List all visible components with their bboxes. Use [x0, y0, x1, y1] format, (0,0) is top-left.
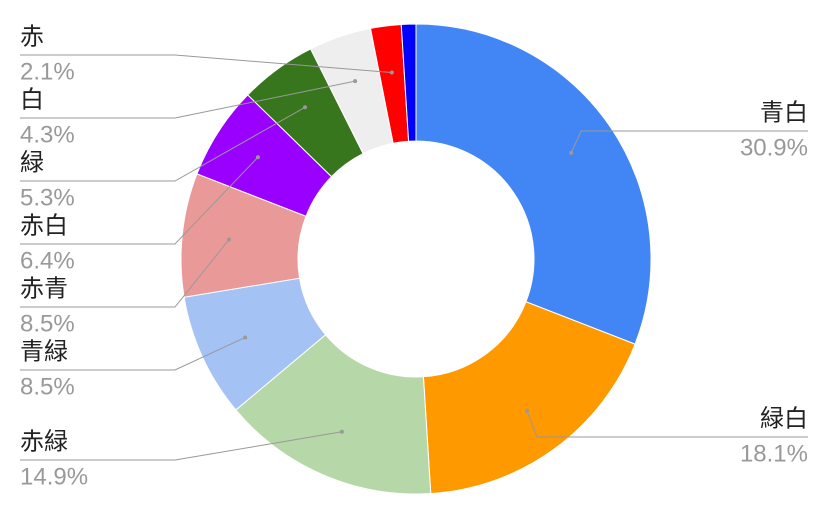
leader-line	[20, 431, 342, 461]
leader-line	[20, 80, 356, 119]
leader-dot	[389, 70, 394, 75]
leader-dot	[303, 105, 308, 110]
slice-value-label: 5.3%	[20, 184, 75, 211]
slice-value-label: 14.9%	[20, 463, 88, 490]
leader-line	[526, 410, 808, 438]
slice-label: 青白	[760, 99, 808, 126]
slice-label: 青緑	[20, 338, 68, 365]
slice-value-label: 18.1%	[740, 440, 808, 467]
leader-dot	[524, 408, 529, 413]
leader-dot	[243, 335, 248, 340]
slice-label: 白	[20, 86, 44, 113]
slice-label: 緑白	[760, 405, 808, 432]
slice	[400, 23, 417, 142]
slice	[422, 301, 636, 495]
leader-dot	[255, 155, 260, 160]
slice-value-label: 4.3%	[20, 121, 75, 148]
leader-line	[20, 336, 246, 371]
leader-dot	[353, 79, 358, 84]
slice-label: 緑	[20, 149, 44, 176]
leader-line	[570, 130, 808, 154]
leader-line	[20, 54, 392, 74]
leader-dot	[227, 237, 232, 242]
slice	[415, 23, 652, 345]
leader-line	[20, 239, 230, 308]
slice-label: 赤青	[20, 275, 68, 302]
slice-value-label: 2.1%	[20, 58, 75, 85]
leader-line	[20, 156, 259, 245]
slice	[235, 334, 432, 495]
slice-label: 赤緑	[20, 428, 68, 455]
slice-value-label: 8.5%	[20, 373, 75, 400]
leader-line	[20, 106, 306, 182]
leader-dot	[569, 150, 574, 155]
slice-label: 赤	[20, 23, 44, 50]
leader-dot	[339, 429, 344, 434]
slice-value-label: 30.9%	[740, 134, 808, 161]
slice-value-label: 8.5%	[20, 310, 75, 337]
slice-value-label: 6.4%	[20, 247, 75, 274]
slice-label: 赤白	[20, 212, 68, 239]
